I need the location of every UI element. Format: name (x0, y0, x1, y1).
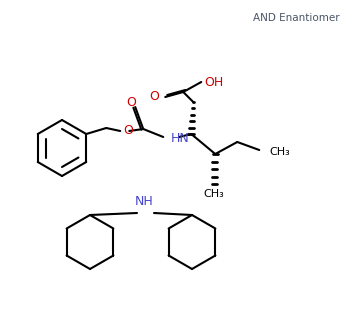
Text: OH: OH (204, 76, 224, 90)
Text: CH₃: CH₃ (269, 147, 290, 157)
Text: AND Enantiomer: AND Enantiomer (253, 13, 340, 23)
Text: HN: HN (171, 131, 190, 145)
Text: CH₃: CH₃ (204, 189, 225, 199)
Text: O: O (123, 124, 133, 136)
Text: O: O (149, 90, 159, 104)
Text: NH: NH (135, 195, 153, 208)
Text: O: O (126, 95, 136, 109)
